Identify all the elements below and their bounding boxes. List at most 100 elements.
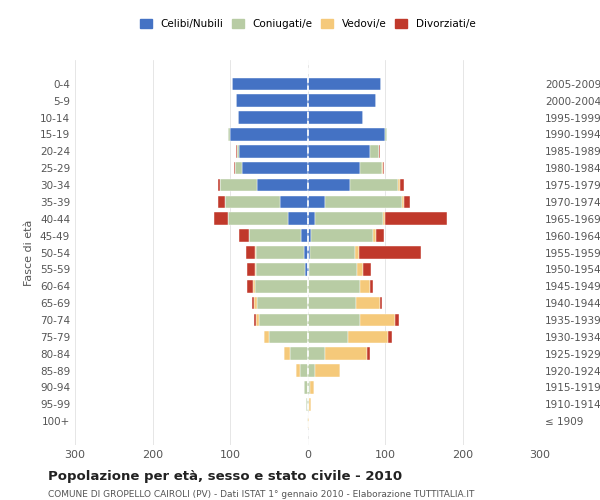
Bar	[370, 280, 373, 292]
Bar	[305, 263, 308, 276]
Bar	[247, 263, 255, 276]
Bar	[364, 263, 371, 276]
Bar	[360, 314, 395, 326]
Bar	[311, 230, 373, 242]
Bar	[301, 230, 308, 242]
Bar	[304, 246, 308, 259]
Bar	[308, 178, 350, 192]
Bar	[255, 280, 308, 292]
Bar	[385, 128, 388, 141]
Bar	[395, 314, 399, 326]
Bar	[309, 398, 311, 410]
Bar	[367, 348, 370, 360]
Bar	[264, 330, 269, 343]
Bar	[325, 348, 367, 360]
Bar	[230, 128, 308, 141]
Bar	[239, 145, 308, 158]
Bar	[373, 230, 376, 242]
Bar	[383, 162, 384, 174]
Bar	[257, 297, 308, 310]
Bar	[360, 162, 382, 174]
Bar	[382, 162, 383, 174]
Bar	[232, 78, 308, 90]
Text: COMUNE DI GROPELLO CAIROLI (PV) - Dati ISTAT 1° gennaio 2010 - Elaborazione TUTT: COMUNE DI GROPELLO CAIROLI (PV) - Dati I…	[48, 490, 475, 499]
Bar	[308, 230, 311, 242]
Bar	[379, 145, 380, 158]
Bar	[310, 246, 355, 259]
Bar	[239, 230, 248, 242]
Bar	[355, 246, 359, 259]
Y-axis label: Fasce di età: Fasce di età	[25, 220, 34, 286]
Bar	[308, 280, 360, 292]
Bar	[296, 364, 300, 377]
Bar	[224, 196, 280, 208]
Bar	[308, 212, 315, 225]
Bar	[325, 196, 402, 208]
Bar	[308, 94, 376, 107]
Bar	[269, 330, 308, 343]
Bar	[248, 230, 301, 242]
Bar	[238, 111, 308, 124]
Bar	[356, 297, 380, 310]
Bar	[348, 330, 388, 343]
Bar	[300, 364, 308, 377]
Bar	[256, 263, 305, 276]
Bar	[360, 280, 370, 292]
Bar	[280, 196, 308, 208]
Bar	[288, 212, 308, 225]
Bar	[308, 162, 360, 174]
Bar	[257, 178, 308, 192]
Bar	[404, 196, 410, 208]
Bar	[307, 415, 308, 428]
Bar	[315, 364, 340, 377]
Bar	[308, 246, 310, 259]
Bar	[247, 280, 253, 292]
Bar	[218, 178, 220, 192]
Bar	[255, 263, 256, 276]
Bar	[242, 162, 308, 174]
Bar	[308, 330, 348, 343]
Bar	[214, 212, 227, 225]
Bar	[308, 128, 385, 141]
Bar	[308, 348, 325, 360]
Bar	[290, 348, 308, 360]
Bar	[254, 314, 256, 326]
Bar	[350, 178, 398, 192]
Bar	[309, 263, 357, 276]
Bar	[254, 297, 257, 310]
Bar	[376, 230, 384, 242]
Bar	[253, 297, 254, 310]
Bar	[388, 330, 392, 343]
Bar	[383, 212, 385, 225]
Bar	[380, 297, 382, 310]
Bar	[245, 246, 255, 259]
Bar	[398, 178, 400, 192]
Bar	[236, 145, 237, 158]
Bar	[304, 381, 308, 394]
Bar	[308, 314, 360, 326]
Bar	[308, 111, 364, 124]
Bar	[402, 196, 404, 208]
Bar	[237, 145, 239, 158]
Bar	[400, 178, 404, 192]
Bar	[256, 246, 304, 259]
Bar	[234, 162, 235, 174]
Bar	[235, 162, 242, 174]
Bar	[315, 212, 383, 225]
Bar	[308, 297, 356, 310]
Legend: Celibi/Nubili, Coniugati/e, Vedovi/e, Divorziati/e: Celibi/Nubili, Coniugati/e, Vedovi/e, Di…	[136, 15, 479, 34]
Bar	[308, 398, 309, 410]
Bar	[236, 94, 308, 107]
Bar	[256, 314, 259, 326]
Bar	[259, 314, 308, 326]
Bar	[308, 415, 309, 428]
Bar	[308, 196, 325, 208]
Bar	[218, 196, 224, 208]
Bar	[308, 78, 381, 90]
Bar	[229, 128, 230, 141]
Bar	[310, 381, 314, 394]
Bar	[220, 178, 257, 192]
Bar	[357, 263, 364, 276]
Bar	[308, 381, 310, 394]
Bar	[306, 398, 308, 410]
